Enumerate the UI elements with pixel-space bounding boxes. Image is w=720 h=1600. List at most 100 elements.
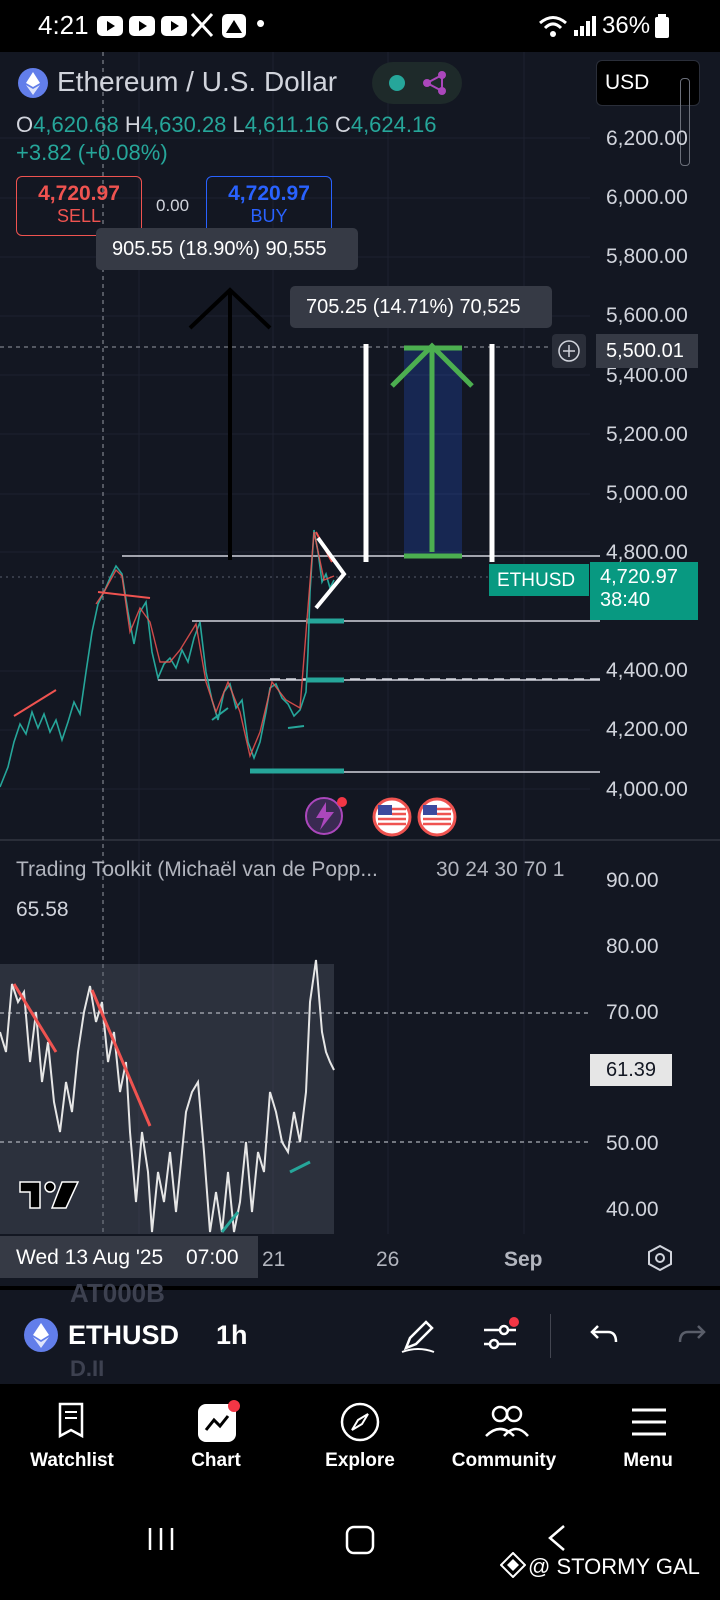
- oscillator-axis-label: 50.00: [606, 1132, 659, 1155]
- battery-icon: [654, 14, 670, 43]
- oscillator-shaded-zone: [0, 964, 334, 1234]
- symbol-title[interactable]: Ethereum / U.S. Dollar: [57, 66, 338, 97]
- back-icon[interactable]: [544, 1522, 568, 1559]
- us-flag-event-icon[interactable]: [372, 797, 412, 842]
- redo-icon[interactable]: [676, 1320, 706, 1357]
- crosshair-price-text: 5,500.01: [606, 340, 684, 362]
- price-axis-label: 4,800.00: [606, 541, 688, 564]
- indicator-title[interactable]: Trading Toolkit (Michaël van de Popp...: [16, 858, 378, 881]
- x-app-icon: [190, 12, 214, 43]
- ghost-text: D.II: [70, 1356, 105, 1381]
- live-dot-icon: [388, 74, 406, 97]
- price-scale-scrollbar[interactable]: [680, 78, 690, 166]
- ticker-tag: ETHUSD: [489, 564, 589, 596]
- measurement-text-2: 705.25 (14.71%) 70,525: [306, 296, 521, 318]
- home-icon[interactable]: [344, 1524, 376, 1561]
- share-network-icon: [422, 71, 448, 100]
- price-axis-label: 5,200.00: [606, 423, 688, 446]
- time-tick: 21: [262, 1248, 286, 1271]
- sell-button[interactable]: 4,720.97 SELL: [16, 176, 142, 236]
- nav-explore[interactable]: Explore: [288, 1386, 432, 1502]
- ohlc-low: 4,611.16: [244, 112, 329, 137]
- zone-markers: [250, 618, 344, 774]
- indicator-toggle-pill[interactable]: [372, 62, 462, 104]
- plus-circle-icon: [557, 339, 581, 368]
- ticker-tag-text: ETHUSD: [497, 570, 576, 591]
- nav-label: Explore: [325, 1450, 395, 1471]
- add-alert-button[interactable]: [552, 334, 586, 368]
- sell-label: SELL: [56, 206, 102, 226]
- price-axis-label: 4,400.00: [606, 659, 688, 682]
- price-axis-label: 4,000.00: [606, 778, 688, 801]
- indicator-params: 30 24 30 70 1: [436, 858, 565, 881]
- oscillator-axis-label: 40.00: [606, 1198, 659, 1221]
- us-flag-event-icon[interactable]: [417, 797, 457, 842]
- notification-dot: •: [256, 8, 266, 38]
- undo-icon[interactable]: [588, 1320, 620, 1357]
- currency-label: USD: [605, 71, 650, 94]
- nav-label: Menu: [623, 1450, 673, 1471]
- measurement-label-1: 905.55 (18.90%) 90,555: [96, 228, 358, 270]
- tradingview-logo-icon: [18, 1178, 82, 1217]
- chart-toolbar: AT000B D.II ETHUSD 1h: [0, 1278, 720, 1384]
- compass-icon: [340, 1402, 380, 1442]
- oscillator-line: [0, 959, 335, 1233]
- status-time: 4:21: [38, 10, 89, 40]
- app-notification-icon: [222, 14, 246, 43]
- status-bar: 4:21 • 36%: [0, 0, 720, 52]
- recent-apps-icon[interactable]: [146, 1524, 176, 1559]
- current-price-text: 4,720.97: [600, 566, 678, 588]
- nav-menu[interactable]: Menu: [576, 1386, 720, 1502]
- crosshair-time-label: Wed 13 Aug '25 07:00: [0, 1236, 258, 1278]
- wifi-icon: [538, 14, 568, 43]
- currency-selector[interactable]: USD: [596, 60, 700, 106]
- chart-nav-icon: [198, 1400, 240, 1442]
- community-icon: [485, 1405, 529, 1437]
- indicators-sliders-icon[interactable]: [480, 1316, 522, 1361]
- ohlc-close: 4,624.16: [350, 112, 437, 137]
- toolbar-symbol[interactable]: ETHUSD: [68, 1320, 180, 1350]
- spread-value: 0.00: [156, 196, 190, 215]
- ohlc-high: 4,630.28: [140, 112, 227, 137]
- nav-label: Chart: [191, 1450, 241, 1471]
- draw-pen-icon[interactable]: [398, 1316, 438, 1361]
- system-navigation: @ STORMY GAL: [0, 1502, 720, 1600]
- watermark-text: @ STORMY GAL: [528, 1554, 700, 1579]
- indicator-value: 65.58: [16, 898, 69, 921]
- nav-chart[interactable]: Chart: [144, 1386, 288, 1502]
- time-tick: 26: [376, 1248, 400, 1271]
- crosshair-time: 07:00: [186, 1246, 239, 1269]
- ohlc-high-label: H: [124, 112, 141, 137]
- toolbar-interval[interactable]: 1h: [216, 1320, 248, 1350]
- ohlc-open-label: O: [16, 112, 34, 137]
- price-axis-label: 5,600.00: [606, 304, 688, 327]
- ohlc-close-label: C: [334, 112, 351, 137]
- buy-button[interactable]: 4,720.97 BUY: [206, 176, 332, 236]
- sell-price: 4,720.97: [38, 182, 120, 205]
- toolbar-divider: [550, 1314, 551, 1358]
- price-axis-label: 4,200.00: [606, 718, 688, 741]
- oscillator-current-label: 61.39: [590, 1054, 672, 1086]
- crosshair-date: Wed 13 Aug '25: [16, 1246, 164, 1269]
- green-up-arrow: [390, 342, 474, 559]
- ethereum-logo-icon: [18, 68, 48, 103]
- nav-community[interactable]: Community: [432, 1386, 576, 1502]
- chart-settings-icon[interactable]: [646, 1244, 674, 1277]
- nav-label: Community: [451, 1450, 557, 1471]
- current-price-label: 4,720.97 38:40: [590, 562, 698, 620]
- nav-watchlist[interactable]: Watchlist: [0, 1386, 144, 1502]
- lightning-event-icon[interactable]: [302, 796, 350, 841]
- youtube-icon: [97, 14, 187, 43]
- signal-icon: [572, 14, 596, 43]
- price-series: [0, 529, 335, 788]
- bottom-navigation: Watchlist Chart Explore Community Menu: [0, 1386, 720, 1502]
- price-axis-label: 5,400.00: [606, 364, 688, 387]
- oscillator-axis-label: 90.00: [606, 869, 659, 892]
- chart-canvas[interactable]: [0, 52, 720, 1286]
- white-bracket-lines: [363, 344, 495, 562]
- white-chevron: [314, 536, 347, 610]
- ohlc-low-label: L: [232, 112, 245, 137]
- black-up-arrow: [188, 287, 272, 560]
- buy-label: BUY: [250, 206, 288, 226]
- ohlc-row: O4,620.68 H4,630.28 L4,611.16 C4,624.16: [16, 112, 436, 138]
